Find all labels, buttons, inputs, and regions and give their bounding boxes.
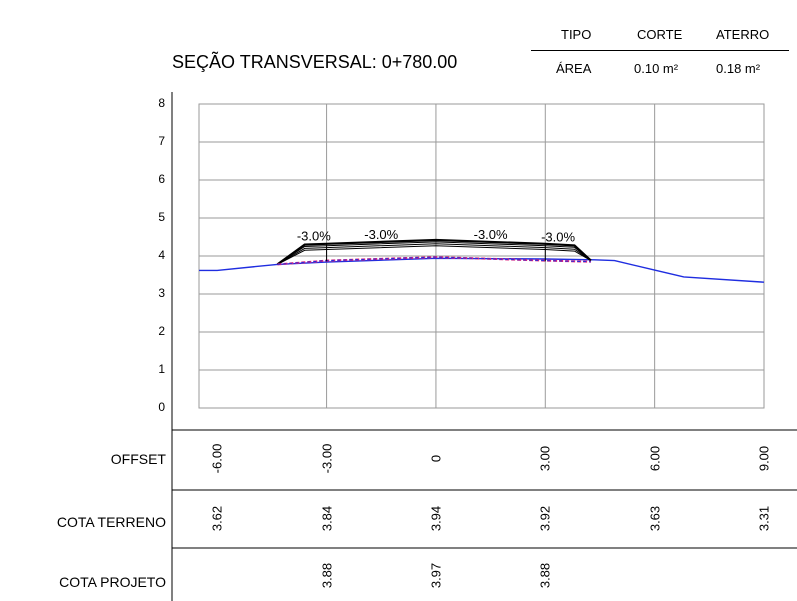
row-value-offset: 9.00 [756, 445, 772, 472]
row-value-offset: 6.00 [647, 445, 663, 472]
y-tick-label: 7 [158, 134, 165, 148]
terrain-line [199, 257, 765, 283]
slope-label: -3.0% [364, 227, 398, 242]
y-tick-label: 3 [158, 286, 165, 300]
row-value-offset: 3.00 [537, 445, 553, 472]
table-header-tipo: TIPO [561, 27, 592, 42]
y-tick-label: 5 [158, 210, 165, 224]
table-header-aterro: ATERRO [716, 27, 770, 42]
row-value-cota-projeto: 3.88 [319, 562, 335, 589]
y-tick-label: 4 [158, 248, 165, 262]
table-header-corte: CORTE [637, 27, 683, 42]
row-value-offset: -6.00 [209, 443, 225, 474]
design-base-line-blue [277, 256, 591, 265]
row-value-cota-terreno: 3.84 [319, 505, 335, 532]
slope-label: -3.0% [297, 229, 331, 244]
table-cell-corte-value: 0.10 m² [634, 61, 679, 76]
row-value-offset: 0 [428, 454, 444, 463]
slope-label: -3.0% [474, 227, 508, 242]
design-layer-line [277, 245, 592, 265]
y-tick-label: 6 [158, 172, 165, 186]
table-cell-area: ÁREA [556, 61, 592, 76]
design-layer-line [276, 238, 592, 266]
row-value-cota-terreno: 3.62 [209, 505, 225, 532]
design-layer-line [277, 243, 592, 265]
row-label-offset: OFFSET [110, 451, 166, 467]
row-value-cota-terreno: 3.31 [756, 505, 772, 532]
y-tick-label: 8 [158, 96, 165, 110]
slope-label: -3.0% [541, 229, 575, 244]
row-label-cota-terreno: COTA TERRENO [56, 514, 166, 530]
row-value-cota-terreno: 3.92 [537, 505, 553, 532]
row-value-offset: -3.00 [319, 443, 335, 474]
design-layer-line [277, 241, 592, 265]
section-title: SEÇÃO TRANSVERSAL: 0+780.00 [172, 52, 458, 72]
y-tick-label: 1 [158, 362, 165, 376]
y-tick-label: 0 [158, 400, 165, 414]
row-label-cota-projeto: COTA PROJETO [59, 574, 166, 590]
table-divider [531, 50, 789, 51]
table-cell-aterro-value: 0.18 m² [716, 61, 761, 76]
row-value-cota-terreno: 3.94 [428, 505, 444, 532]
y-tick-label: 2 [158, 324, 165, 338]
row-value-cota-projeto: 3.97 [428, 562, 444, 589]
row-value-cota-projeto: 3.88 [537, 562, 553, 589]
row-value-cota-terreno: 3.63 [647, 505, 663, 532]
